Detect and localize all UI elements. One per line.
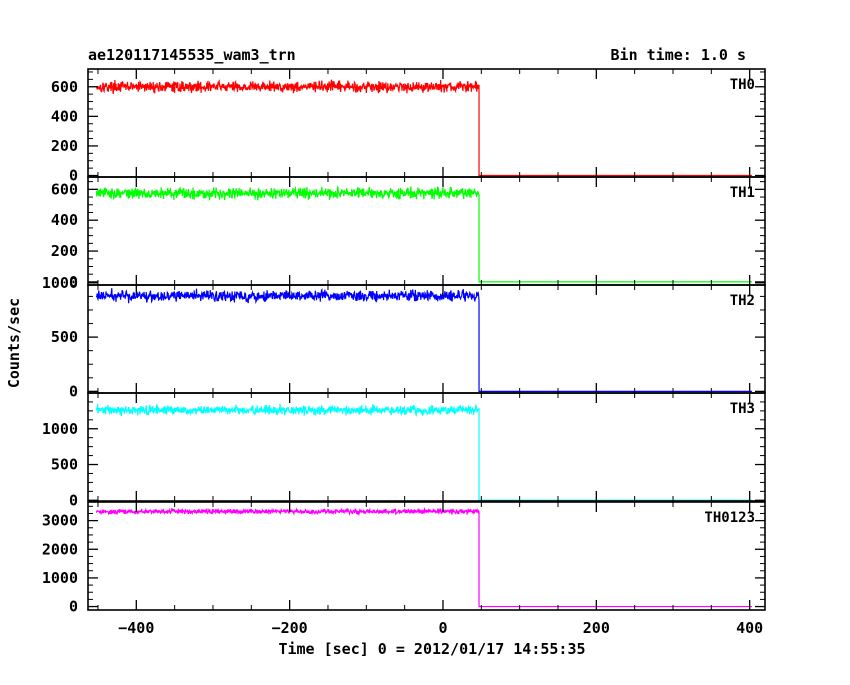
y-tick-label: 400 <box>51 211 78 229</box>
y-tick-label: 1000 <box>42 569 78 587</box>
y-tick-label: 0 <box>69 382 78 400</box>
y-tick-label: 500 <box>51 456 78 474</box>
y-tick-label: 0 <box>69 491 78 509</box>
x-axis-label: Time [sec] 0 = 2012/01/17 14:55:35 <box>278 640 585 658</box>
x-tick-label: −200 <box>272 619 308 637</box>
panel-th1: 0 200 400 600 TH1 <box>51 176 766 291</box>
y-tick-label: 1000 <box>42 274 78 292</box>
y-tick-label: 200 <box>51 137 78 155</box>
series-line-th1 <box>95 185 752 283</box>
panel-th0123: 0 1000 2000 3000 TH0123 −400 −200 0 200 400 <box>42 501 766 637</box>
y-tick-label: 1000 <box>42 420 78 438</box>
y-tick-label: 400 <box>51 107 78 125</box>
panel-th2: 0 500 1000 TH2 <box>42 274 766 400</box>
panel-th0: 0 200 400 600 TH0 <box>51 68 766 185</box>
panel-frame <box>87 501 766 611</box>
y-tick-label: 200 <box>51 242 78 260</box>
series-line-th3 <box>95 403 752 501</box>
y-tick-label: 0 <box>69 167 78 185</box>
bin-time-label: Bin time: 1.0 s <box>611 46 746 64</box>
y-tick-label: 600 <box>51 180 78 198</box>
series-line-th2 <box>95 287 752 392</box>
panel-label-th3: TH3 <box>730 401 755 417</box>
y-tick-label: 3000 <box>42 512 78 530</box>
x-tick-label: 400 <box>736 619 763 637</box>
panels-group: 0 200 400 600 TH0 0 200 400 600 TH1 0 500 1000 TH2 0 50… <box>42 68 766 637</box>
panel-label-th2: TH2 <box>730 293 755 309</box>
series-line-th0 <box>95 78 752 177</box>
x-tick-label: 200 <box>583 619 610 637</box>
y-tick-label: 2000 <box>42 540 78 558</box>
y-tick-label: 0 <box>69 273 78 291</box>
panel-th3: 0 500 1000 TH3 <box>42 392 766 509</box>
panel-label-th1: TH1 <box>730 185 755 201</box>
series-line-th0123 <box>95 506 752 608</box>
y-tick-label: 600 <box>51 78 78 96</box>
chart-title: ae120117145535_wam3_trn <box>88 46 296 64</box>
panel-label-th0123: TH0123 <box>704 510 755 526</box>
y-tick-label: 500 <box>51 328 78 346</box>
panel-frame <box>87 284 766 394</box>
panel-label-th0: TH0 <box>730 77 755 93</box>
y-tick-label: 0 <box>69 598 78 616</box>
y-axis-label: Counts/sec <box>5 298 23 388</box>
x-tick-label: −400 <box>118 619 154 637</box>
x-tick-label: 0 <box>438 619 447 637</box>
